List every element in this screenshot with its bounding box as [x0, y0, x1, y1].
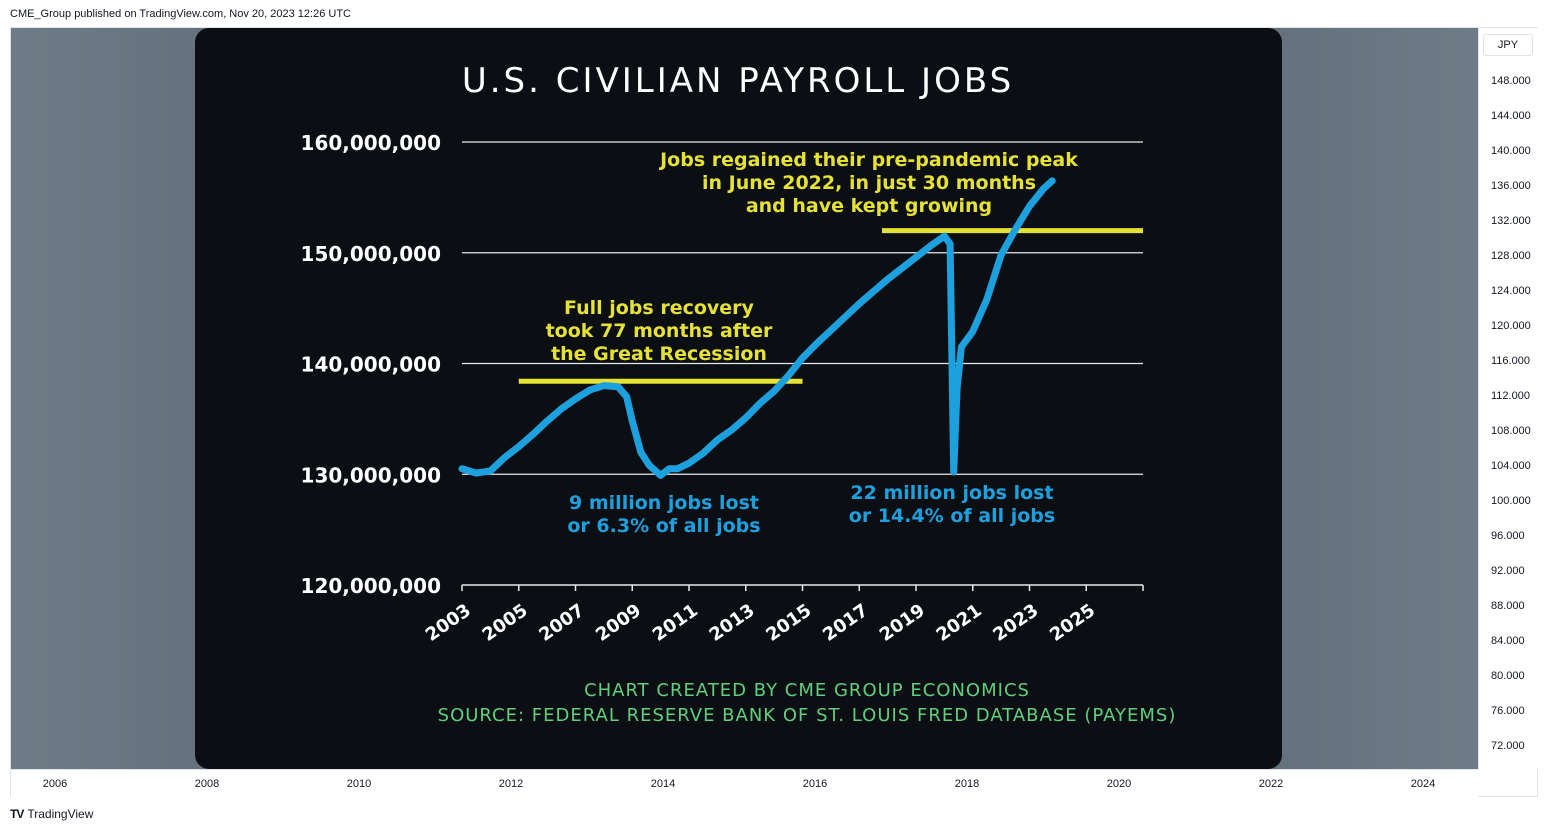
- price-label: 120.000: [1491, 320, 1531, 332]
- x-tick-label: 2011: [649, 600, 702, 646]
- price-label: 100.000: [1491, 495, 1531, 507]
- price-label: 124.000: [1491, 285, 1531, 297]
- annotation-text: Jobs regained their pre-pandemic peak: [658, 149, 1078, 171]
- payroll-chart: U.S. CIVILIAN PAYROLL JOBS 160,000,000 150…: [301, 61, 1177, 726]
- price-label: 148.000: [1491, 75, 1531, 87]
- y-tick-label: 150,000,000: [301, 242, 441, 266]
- tradingview-brand[interactable]: TV TradingView: [10, 807, 93, 821]
- time-label: 2014: [650, 778, 676, 790]
- x-tick-label: 2023: [989, 600, 1042, 646]
- annotation-text: 22 million jobs lost: [850, 482, 1053, 504]
- brand-name: TradingView: [27, 807, 94, 821]
- time-label: 2008: [194, 778, 220, 790]
- price-label: 104.000: [1491, 460, 1531, 472]
- credit-text: SOURCE: FEDERAL RESERVE BANK OF ST. LOUI…: [438, 705, 1177, 726]
- time-axis[interactable]: 2006 2008 2010 2012 2014 2016 2018 2020 2022 2024: [11, 769, 1478, 797]
- annotation-text: took 77 months after: [546, 320, 773, 342]
- x-tick-label: 2003: [422, 600, 475, 646]
- x-tick-label: 2017: [819, 600, 872, 646]
- annotation-text: in June 2022, in just 30 months: [702, 172, 1036, 194]
- time-label: 2012: [498, 778, 524, 790]
- time-label: 2018: [954, 778, 980, 790]
- chart-pane[interactable]: U.S. CIVILIAN PAYROLL JOBS 160,000,000 150…: [11, 28, 1478, 769]
- price-label: 116.000: [1491, 355, 1530, 367]
- price-label: 108.000: [1491, 425, 1531, 437]
- annotation-text: or 14.4% of all jobs: [849, 505, 1055, 527]
- y-tick-label: 130,000,000: [301, 463, 441, 487]
- y-tick-label: 160,000,000: [301, 131, 441, 155]
- time-label: 2020: [1106, 778, 1132, 790]
- time-label: 2006: [42, 778, 68, 790]
- series-line: [458, 177, 1056, 479]
- price-label: 132.000: [1491, 215, 1531, 227]
- annotation-text: Full jobs recovery: [564, 297, 755, 319]
- price-label: 112.000: [1491, 390, 1530, 402]
- x-tick-label: 2007: [535, 600, 588, 646]
- x-tick-label: 2015: [762, 600, 815, 646]
- price-axis[interactable]: JPY 148.000 144.000 140.000 136.000 132.000 1…: [1478, 28, 1538, 769]
- y-tick-label: 120,000,000: [301, 574, 441, 598]
- time-label: 2016: [802, 778, 828, 790]
- price-label: 88.000: [1491, 600, 1525, 612]
- time-label: 2010: [346, 778, 372, 790]
- x-tick-label: 2013: [706, 600, 759, 646]
- price-label: 136.000: [1491, 180, 1531, 192]
- price-label: 84.000: [1491, 635, 1525, 647]
- y-tick-label: 140,000,000: [301, 353, 441, 377]
- credit-text: CHART CREATED BY CME GROUP ECONOMICS: [584, 680, 1030, 701]
- image-card: U.S. CIVILIAN PAYROLL JOBS 160,000,000 150…: [195, 28, 1282, 769]
- chart-title: U.S. CIVILIAN PAYROLL JOBS: [462, 61, 1014, 101]
- price-label: 144.000: [1491, 110, 1531, 122]
- time-label: 2024: [1410, 778, 1436, 790]
- price-label: 80.000: [1491, 670, 1525, 682]
- annotation-text: 9 million jobs lost: [569, 492, 759, 514]
- currency-button[interactable]: JPY: [1483, 34, 1533, 56]
- price-label: 140.000: [1491, 145, 1531, 157]
- x-tick-label: 2009: [592, 600, 645, 646]
- x-tick-label: 2025: [1046, 600, 1099, 646]
- x-tick-label: 2005: [479, 600, 532, 646]
- x-tick-label: 2021: [933, 600, 986, 646]
- price-label: 72.000: [1491, 740, 1525, 752]
- time-label: 2022: [1258, 778, 1284, 790]
- price-label: 76.000: [1491, 705, 1525, 717]
- x-tick-label: 2019: [876, 600, 929, 646]
- price-label: 96.000: [1491, 530, 1525, 542]
- publish-info: CME_Group published on TradingView.com, …: [10, 8, 351, 20]
- tradingview-logo-icon: TV: [10, 807, 24, 821]
- annotation-text: or 6.3% of all jobs: [567, 515, 760, 537]
- annotation-text: the Great Recession: [551, 343, 767, 365]
- annotation-text: and have kept growing: [746, 195, 992, 217]
- price-label: 128.000: [1491, 250, 1531, 262]
- price-label: 92.000: [1491, 565, 1525, 577]
